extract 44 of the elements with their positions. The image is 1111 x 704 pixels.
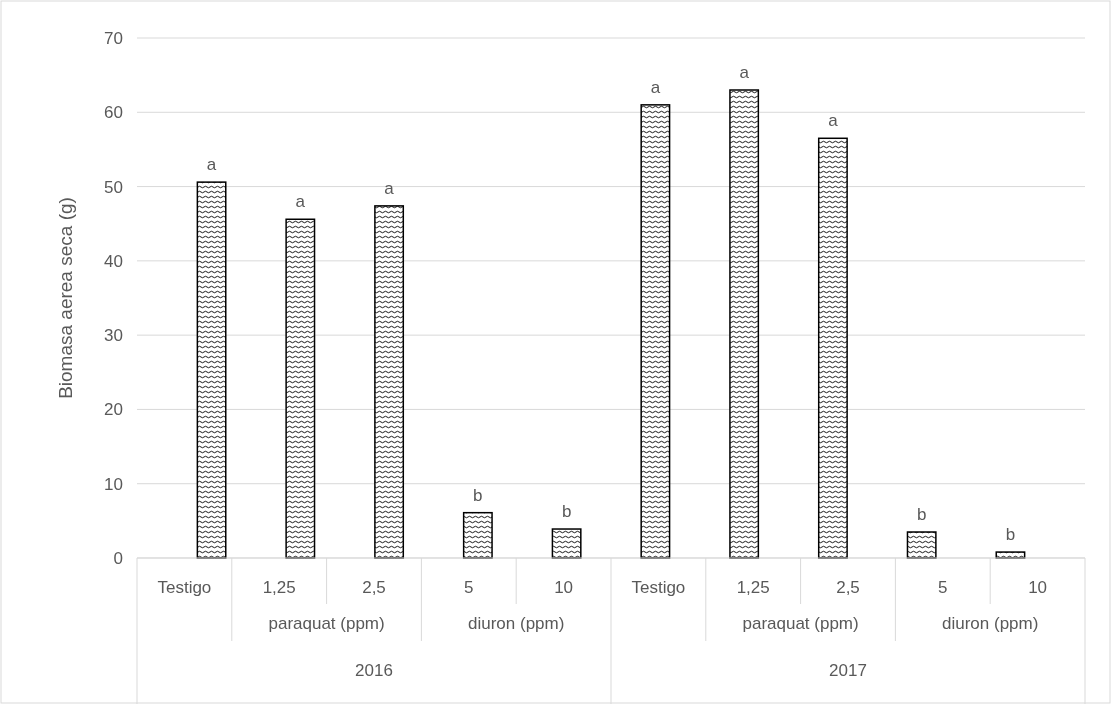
text: paraquat (ppm) <box>742 614 859 633</box>
y-tick-label: 10 <box>104 474 123 494</box>
y-tick-label: 70 <box>104 28 123 48</box>
x-tick-label: 5 <box>464 578 474 597</box>
bar <box>462 511 493 559</box>
data-label: a <box>828 111 839 131</box>
bar <box>906 531 937 559</box>
y-axis-title: Biomasa aerea seca (g) <box>55 197 76 399</box>
data-label: a <box>295 192 306 212</box>
y-tick-label: 50 <box>104 177 123 197</box>
y-tick-label: 30 <box>104 326 123 346</box>
text: 2017 <box>829 661 867 680</box>
bar <box>551 528 582 559</box>
data-label: a <box>206 155 217 175</box>
y-tick-label: 20 <box>104 400 123 420</box>
y-tick-label: 0 <box>113 548 123 568</box>
bar <box>285 218 316 559</box>
bar <box>640 104 671 559</box>
data-label: b <box>916 505 927 524</box>
data-label: a <box>739 63 750 82</box>
bar <box>374 205 405 559</box>
x-tick-label: Testigo <box>157 578 212 597</box>
x-tick-label: 2,5 <box>836 578 860 597</box>
data-label: a <box>650 77 661 97</box>
text: diuron (ppm) <box>468 614 565 633</box>
data-label: b <box>1005 525 1016 545</box>
bar <box>817 137 848 559</box>
x-tick-label: 1,25 <box>736 578 770 597</box>
text: paraquat (ppm) <box>268 614 385 633</box>
x-tick-label: 10 <box>554 578 574 597</box>
data-label: a <box>384 178 395 198</box>
x-tick-label: 5 <box>938 578 948 597</box>
text: 2016 <box>355 661 393 680</box>
y-tick-label: 40 <box>104 251 123 271</box>
bar <box>196 181 227 559</box>
x-tick-label: 10 <box>1028 578 1048 597</box>
bar <box>729 89 760 559</box>
y-tick-label: 60 <box>104 103 123 123</box>
data-label: b <box>561 502 572 522</box>
x-tick-label: 2,5 <box>362 578 386 597</box>
text: diuron (ppm) <box>942 614 1039 633</box>
x-tick-label: Testigo <box>631 578 686 597</box>
data-label: b <box>473 485 483 505</box>
x-tick-label: 1,25 <box>262 578 296 597</box>
